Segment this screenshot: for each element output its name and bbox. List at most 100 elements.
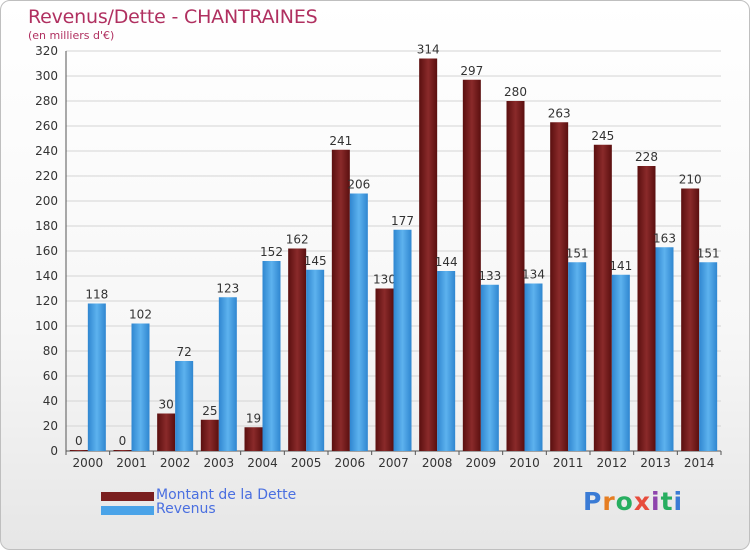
bar-revenus — [437, 271, 456, 451]
bar-dette — [506, 101, 525, 451]
y-tick-label: 160 — [35, 244, 58, 258]
chart-subtitle: (en milliers d'€) — [28, 29, 115, 42]
bar-revenus — [655, 247, 674, 451]
data-label-revenus: 145 — [304, 254, 327, 268]
bar-dette — [288, 248, 307, 451]
data-label-revenus: 133 — [478, 269, 501, 283]
y-tick-label: 280 — [35, 94, 58, 108]
bar-dette — [593, 144, 612, 451]
y-tick-label: 320 — [35, 44, 58, 58]
x-tick-label: 2002 — [160, 456, 191, 470]
data-label-dette: 0 — [75, 434, 83, 448]
y-tick-label: 20 — [43, 419, 58, 433]
bar-dette — [375, 288, 394, 451]
data-label-dette: 263 — [548, 106, 571, 120]
x-tick-label: 2014 — [684, 456, 715, 470]
x-tick-label: 2010 — [509, 456, 540, 470]
x-tick-label: 2009 — [466, 456, 497, 470]
bar-dette — [200, 419, 219, 451]
x-tick-label: 2011 — [553, 456, 584, 470]
data-label-dette: 130 — [373, 273, 396, 287]
y-tick-label: 260 — [35, 119, 58, 133]
data-label-dette: 297 — [460, 64, 483, 78]
data-label-revenus: 134 — [522, 268, 545, 282]
x-tick-label: 2008 — [422, 456, 453, 470]
bar-revenus — [393, 229, 412, 451]
data-label-revenus: 206 — [347, 178, 370, 192]
y-tick-label: 220 — [35, 169, 58, 183]
data-label-revenus: 72 — [177, 345, 192, 359]
x-tick-label: 2007 — [378, 456, 409, 470]
data-label-dette: 19 — [246, 411, 261, 425]
data-label-revenus: 144 — [435, 255, 458, 269]
data-label-revenus: 151 — [566, 246, 589, 260]
y-tick-label: 60 — [43, 369, 58, 383]
x-tick-label: 2004 — [247, 456, 278, 470]
y-tick-label: 0 — [50, 444, 58, 458]
legend-swatch-revenus — [101, 506, 154, 515]
bar-dette — [550, 122, 569, 451]
bar-dette — [637, 166, 656, 451]
data-label-dette: 210 — [679, 173, 702, 187]
y-tick-label: 240 — [35, 144, 58, 158]
bar-dette — [244, 427, 263, 451]
x-tick-label: 2005 — [291, 456, 322, 470]
data-label-revenus: 163 — [653, 231, 676, 245]
data-label-dette: 241 — [329, 134, 352, 148]
data-label-dette: 280 — [504, 85, 527, 99]
data-label-revenus: 123 — [216, 281, 239, 295]
bar-dette — [69, 450, 88, 451]
data-label-revenus: 141 — [609, 259, 632, 273]
bar-revenus — [611, 274, 630, 451]
bar-revenus — [175, 361, 194, 451]
x-tick-label: 2001 — [116, 456, 147, 470]
data-label-dette: 228 — [635, 150, 658, 164]
legend-label-revenus: Revenus — [156, 501, 216, 517]
y-tick-label: 300 — [35, 69, 58, 83]
data-label-dette: 314 — [417, 43, 440, 57]
data-label-revenus: 177 — [391, 214, 414, 228]
y-tick-label: 120 — [35, 294, 58, 308]
legend-label-dette: Montant de la Dette — [156, 487, 297, 503]
legend-swatch-dette — [101, 492, 154, 501]
data-label-revenus: 152 — [260, 245, 283, 259]
x-tick-label: 2013 — [640, 456, 671, 470]
bar-dette — [681, 188, 700, 451]
y-tick-label: 80 — [43, 344, 58, 358]
bar-dette — [419, 58, 438, 451]
chart-title: Revenus/Dette - CHANTRAINES — [28, 6, 318, 28]
bar-dette — [331, 149, 350, 451]
bar-revenus — [131, 323, 150, 451]
data-label-dette: 25 — [202, 404, 217, 418]
bar-revenus — [480, 284, 499, 451]
data-label-revenus: 151 — [697, 246, 720, 260]
bar-dette — [113, 450, 132, 451]
data-label-dette: 162 — [286, 233, 309, 247]
y-tick-label: 100 — [35, 319, 58, 333]
bar-revenus — [568, 262, 587, 451]
y-tick-label: 200 — [35, 194, 58, 208]
y-tick-label: 40 — [43, 394, 58, 408]
bar-revenus — [87, 303, 106, 451]
x-tick-label: 2012 — [597, 456, 628, 470]
proxiti-logo: Proxiti — [583, 487, 684, 516]
x-tick-label: 2003 — [204, 456, 235, 470]
data-label-dette: 30 — [159, 398, 174, 412]
bar-dette — [462, 79, 481, 451]
bar-revenus — [262, 261, 281, 451]
data-label-dette: 245 — [591, 129, 614, 143]
bar-revenus — [699, 262, 718, 451]
data-label-revenus: 102 — [129, 308, 152, 322]
bar-revenus — [349, 193, 368, 451]
bar-revenus — [306, 269, 325, 451]
bar-dette — [157, 413, 176, 451]
data-label-revenus: 118 — [85, 288, 108, 302]
bar-revenus — [218, 297, 237, 451]
bar-revenus — [524, 283, 543, 451]
x-tick-label: 2006 — [335, 456, 366, 470]
y-tick-label: 140 — [35, 269, 58, 283]
x-tick-label: 2000 — [73, 456, 104, 470]
y-tick-label: 180 — [35, 219, 58, 233]
